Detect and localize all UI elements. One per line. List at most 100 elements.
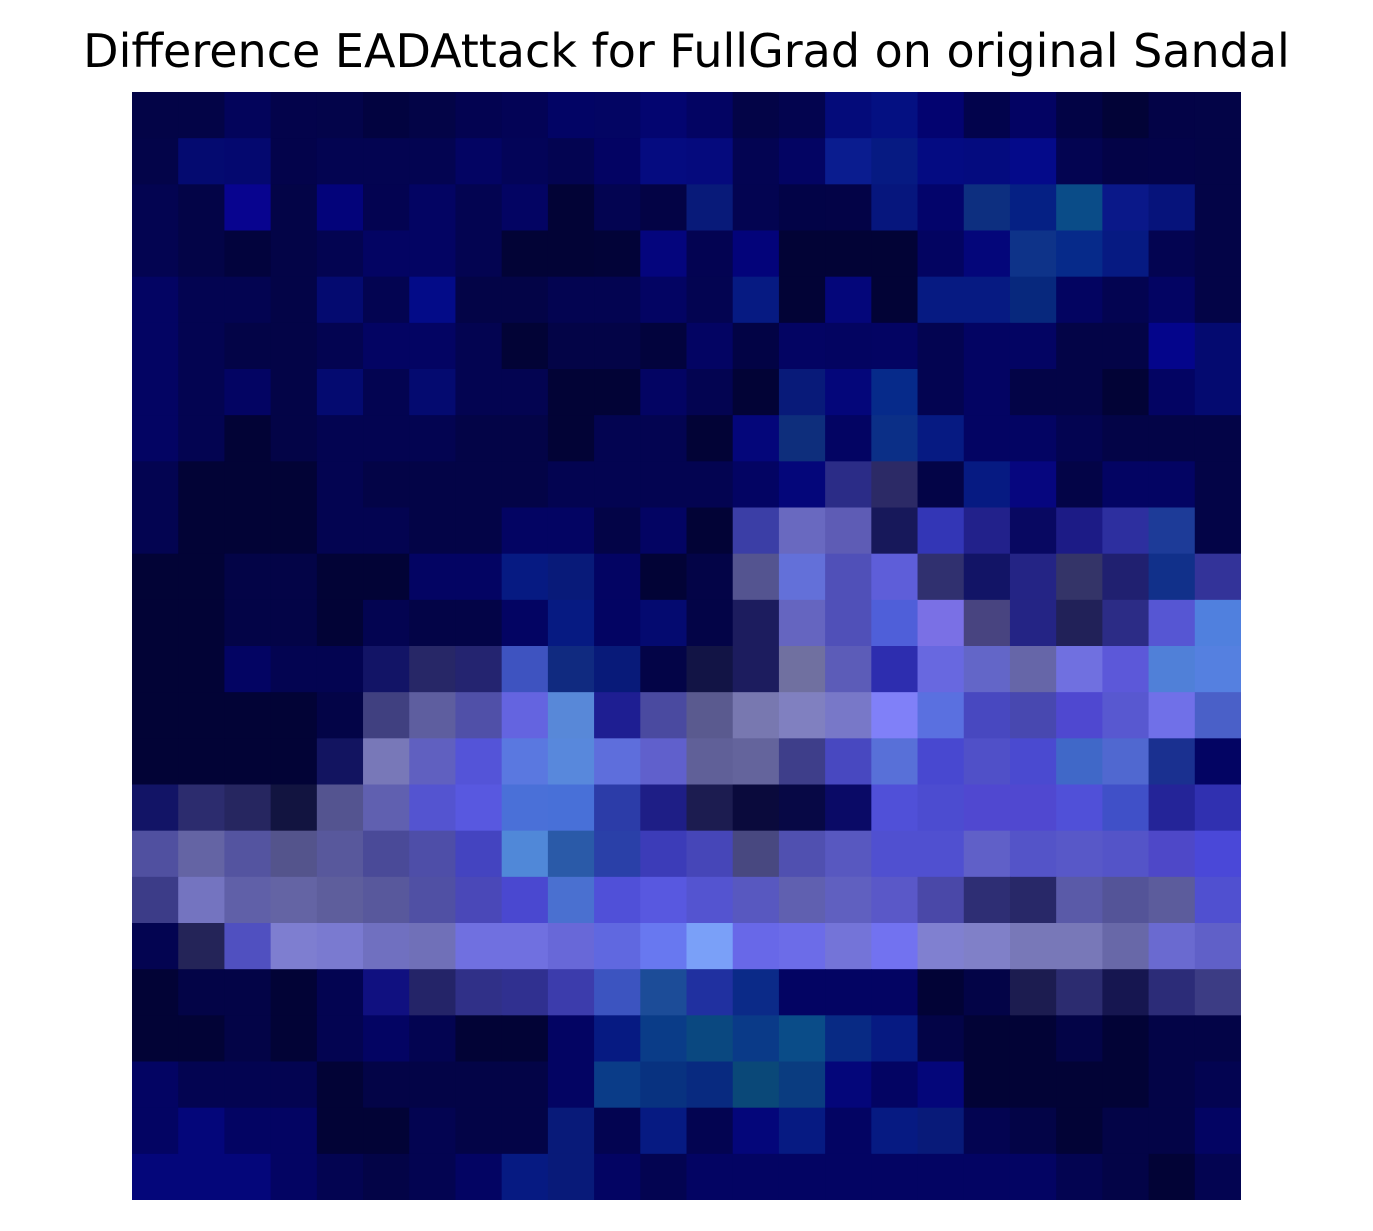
heatmap-cells (132, 92, 1241, 1200)
heatmap-cell (778, 184, 826, 232)
heatmap-cell (1148, 415, 1196, 462)
heatmap-cell (1194, 1015, 1241, 1063)
heatmap-cell (1056, 138, 1103, 185)
heatmap-cell (1148, 784, 1196, 832)
heatmap-cell (363, 923, 410, 970)
heatmap-cell (455, 692, 503, 739)
heatmap-cell (1148, 369, 1196, 416)
heatmap-cell (547, 784, 595, 832)
heatmap-cell (1194, 1153, 1241, 1200)
heatmap-cell (178, 784, 226, 832)
heatmap-cell (132, 138, 179, 185)
heatmap-cell (686, 553, 734, 601)
heatmap-cell (132, 415, 179, 462)
heatmap-cell (409, 969, 457, 1016)
heatmap-cell (778, 599, 826, 647)
heatmap-cell (409, 369, 457, 416)
heatmap-cell (547, 646, 595, 693)
heatmap-cell (270, 692, 318, 739)
heatmap-cell (917, 1107, 965, 1155)
heatmap-cell (1148, 692, 1196, 739)
heatmap-cell (594, 1015, 641, 1063)
heatmap-cell (132, 92, 179, 139)
heatmap-cell (1102, 276, 1150, 324)
heatmap-cell (316, 876, 364, 924)
heatmap-cell (640, 692, 688, 739)
heatmap-cell (686, 969, 734, 1016)
heatmap-cell (1194, 1107, 1241, 1155)
heatmap-cell (778, 230, 826, 278)
heatmap-cell (778, 92, 826, 139)
heatmap-cell (825, 322, 872, 370)
heatmap-cell (594, 1107, 641, 1155)
heatmap-cell (178, 692, 226, 739)
heatmap-cell (455, 1061, 503, 1109)
heatmap-cell (224, 553, 272, 601)
heatmap-cell (778, 1061, 826, 1109)
heatmap-cell (501, 738, 549, 786)
heatmap-cell (732, 461, 780, 509)
heatmap-cell (825, 415, 872, 462)
heatmap-cell (132, 784, 179, 832)
heatmap-cell (732, 876, 780, 924)
heatmap-cell (594, 1153, 641, 1200)
heatmap-cell (778, 784, 826, 832)
heatmap-cell (409, 876, 457, 924)
heatmap-cell (640, 738, 688, 786)
heatmap-cell (686, 738, 734, 786)
heatmap-cell (363, 230, 410, 278)
heatmap-cell (594, 276, 641, 324)
heatmap-cell (501, 461, 549, 509)
heatmap-cell (594, 784, 641, 832)
heatmap-cell (640, 923, 688, 970)
heatmap-cell (825, 692, 872, 739)
heatmap-cell (547, 138, 595, 185)
heatmap-cell (270, 138, 318, 185)
heatmap-cell (732, 923, 780, 970)
heatmap-cell (270, 184, 318, 232)
heatmap-cell (778, 369, 826, 416)
heatmap-cell (132, 646, 179, 693)
heatmap-cell (363, 138, 410, 185)
heatmap-cell (1194, 322, 1241, 370)
heatmap-cell (825, 830, 872, 878)
heatmap-cell (778, 923, 826, 970)
heatmap-cell (825, 92, 872, 139)
heatmap-cell (316, 507, 364, 555)
heatmap-cell (270, 461, 318, 509)
heatmap-cell (501, 830, 549, 878)
heatmap-cell (594, 692, 641, 739)
heatmap-cell (732, 92, 780, 139)
heatmap-cell (1194, 276, 1241, 324)
heatmap-cell (1194, 230, 1241, 278)
heatmap-cell (871, 322, 919, 370)
heatmap-cell (409, 692, 457, 739)
heatmap-cell (1148, 923, 1196, 970)
heatmap-cell (1102, 461, 1150, 509)
heatmap-cell (270, 1015, 318, 1063)
heatmap-cell (132, 322, 179, 370)
heatmap-cell (270, 784, 318, 832)
heatmap-cell (316, 138, 364, 185)
heatmap-cell (132, 276, 179, 324)
heatmap-cell (363, 646, 410, 693)
heatmap-cell (455, 599, 503, 647)
heatmap-cell (963, 553, 1011, 601)
heatmap-cell (594, 461, 641, 509)
heatmap-cell (732, 322, 780, 370)
heatmap-cell (1009, 507, 1057, 555)
heatmap-cell (501, 507, 549, 555)
heatmap-cell (547, 969, 595, 1016)
heatmap-cell (455, 646, 503, 693)
heatmap-cell (1102, 784, 1150, 832)
heatmap-cell (594, 553, 641, 601)
heatmap-cell (686, 1153, 734, 1200)
heatmap-cell (594, 738, 641, 786)
heatmap-cell (594, 830, 641, 878)
heatmap-cell (1148, 138, 1196, 185)
heatmap-cell (132, 461, 179, 509)
heatmap-cell (778, 507, 826, 555)
heatmap-cell (732, 276, 780, 324)
heatmap-cell (732, 1107, 780, 1155)
heatmap-cell (1056, 369, 1103, 416)
